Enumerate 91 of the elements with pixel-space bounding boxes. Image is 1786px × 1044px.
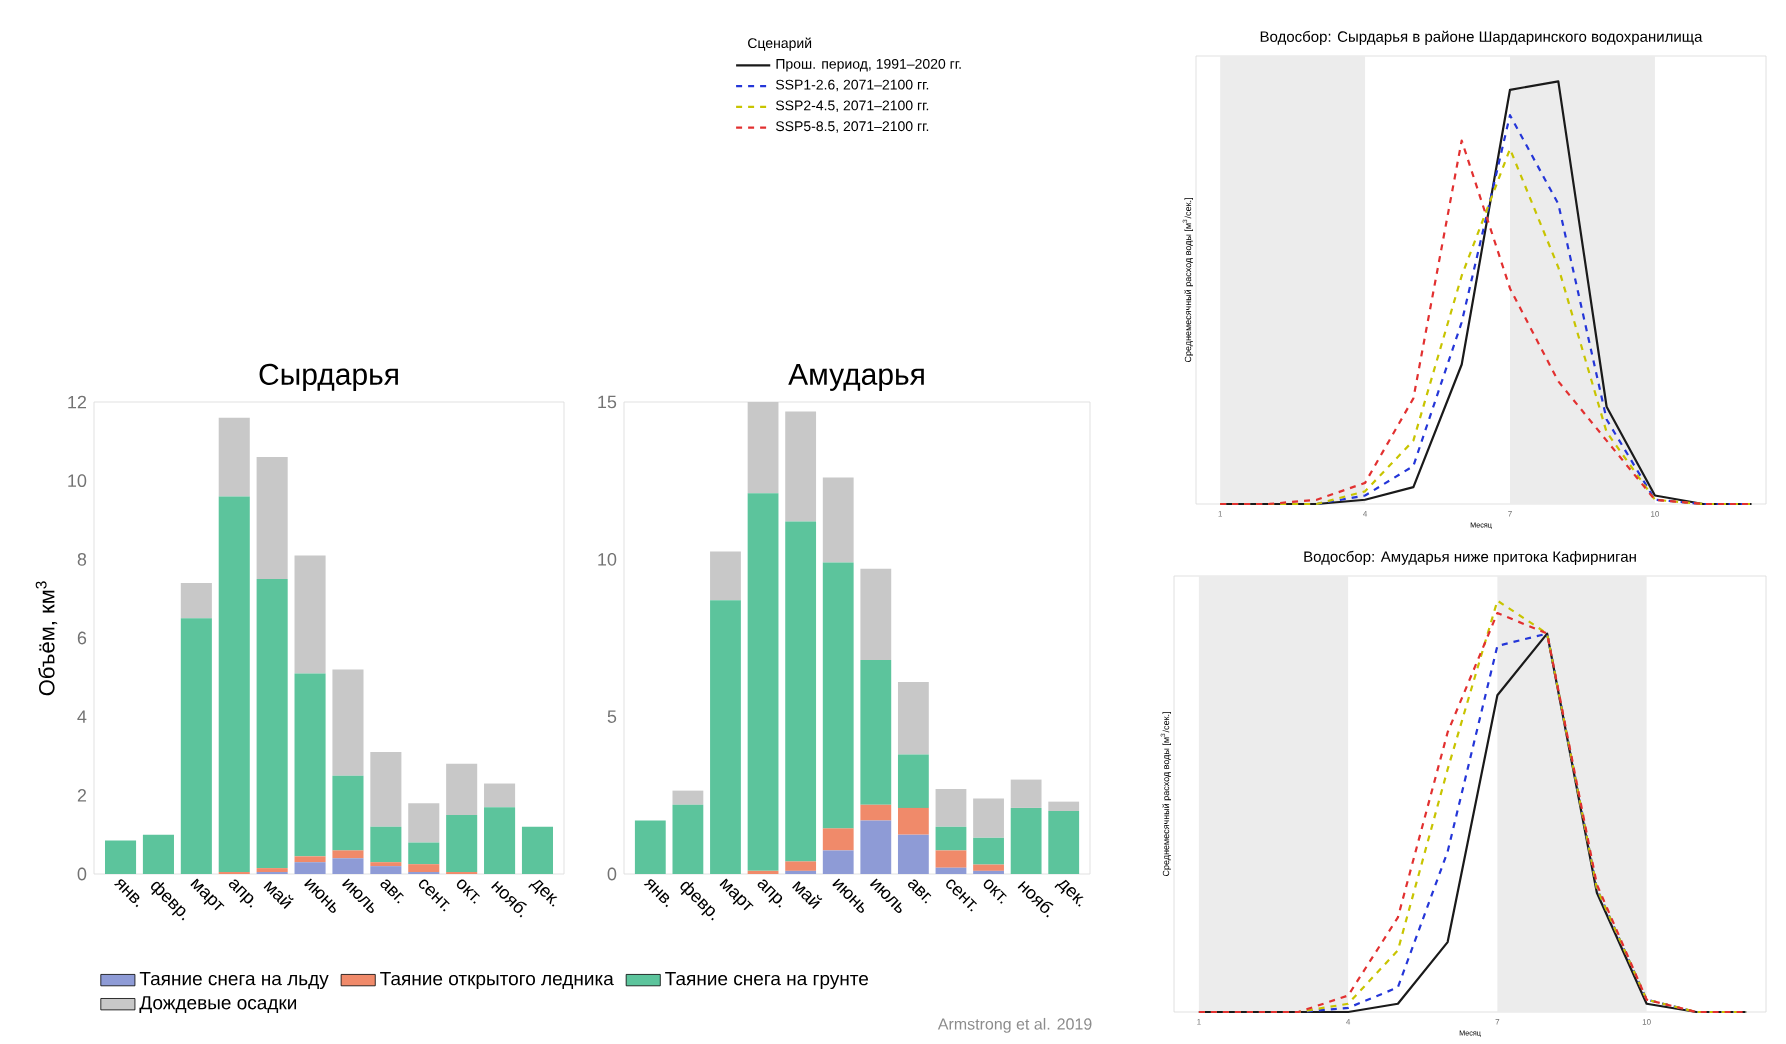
bar: [1010, 807, 1042, 874]
bar: [973, 837, 1004, 865]
y-tick-label: 10: [68, 474, 87, 488]
bar: [256, 579, 288, 869]
bar: [294, 862, 326, 874]
bar: [1010, 779, 1042, 808]
bar: [180, 618, 212, 874]
bar: [408, 803, 440, 843]
y-tick-label: 4: [77, 710, 87, 723]
y-tick-label: 0: [607, 867, 617, 881]
chart-title: Сырдарья: [259, 363, 398, 391]
bar: [294, 673, 326, 857]
bar: [822, 562, 854, 829]
legend-label: Таяние снега на грунте: [665, 972, 869, 990]
bar: [935, 826, 967, 851]
bar: [332, 669, 364, 776]
bar: [484, 807, 516, 874]
x-tick-label: янв.: [643, 879, 670, 908]
y-tick-label: 10: [598, 552, 617, 566]
bar: [521, 826, 554, 874]
bar: [142, 834, 174, 874]
bar: [860, 820, 892, 874]
legend-label: Таяние открытого ледника: [380, 972, 614, 990]
bar: [408, 842, 440, 865]
bar: [860, 660, 892, 805]
bar: [785, 521, 817, 862]
legend-label: Таяние снега на льду: [139, 972, 329, 990]
y-tick-label: 15: [598, 395, 617, 409]
bar: [294, 856, 326, 863]
y-tick-label: 6: [77, 631, 87, 645]
bar: [446, 815, 478, 873]
bar: [897, 754, 929, 808]
bar: [370, 752, 402, 827]
bar: [332, 850, 364, 859]
bar: [822, 477, 854, 563]
bar: [860, 568, 892, 661]
bar: [484, 783, 516, 808]
x-tick-label: май: [263, 881, 294, 909]
bar: [218, 417, 250, 497]
x-tick-label: окт.: [456, 879, 480, 904]
bar: [256, 457, 288, 579]
bar: [1048, 801, 1080, 812]
bar: [785, 861, 817, 871]
y-tick-label: 5: [607, 710, 617, 723]
y-tick-label: 2: [77, 789, 87, 802]
x-tick-label: авг.: [380, 879, 404, 904]
legend-label: Дождевые осадки: [139, 996, 297, 1014]
bar: [710, 600, 741, 874]
bar: [897, 834, 929, 874]
x-tick-label: окт.: [983, 879, 1007, 904]
y-tick-label: 0: [77, 867, 87, 881]
bar: [710, 551, 741, 601]
bar: [332, 775, 364, 851]
bar: [860, 804, 892, 821]
y-tick-label: 12: [68, 395, 87, 409]
x-tick-label: янв.: [113, 879, 140, 908]
x-tick-label: авг.: [907, 879, 932, 904]
bar: [672, 804, 704, 874]
bar: [218, 496, 250, 873]
bar: [370, 866, 402, 874]
text: Armstrong et al. 2019: [937, 1017, 1092, 1033]
y-axis-title: Объём, км$^{3}$: [35, 581, 58, 696]
x-tick-label: май: [792, 881, 823, 909]
bar: [973, 798, 1004, 838]
bar: [747, 401, 779, 494]
bar: [180, 582, 212, 619]
x-tick-label: апр.: [757, 879, 783, 908]
bar: [822, 828, 854, 851]
bar: [1048, 811, 1080, 874]
x-tick-label: дек.: [1054, 879, 1084, 907]
bar: [408, 864, 440, 873]
bar: [332, 858, 364, 874]
x-tick-label: апр.: [228, 879, 254, 908]
y-tick-label: 8: [77, 552, 87, 566]
bar: [973, 864, 1004, 871]
bar: [446, 763, 478, 815]
bar: [935, 850, 967, 868]
bar: [294, 555, 326, 674]
bar: [370, 826, 402, 863]
x-tick-label: дек.: [528, 879, 558, 907]
bar: [897, 807, 929, 835]
bar: [747, 493, 779, 871]
chart-title: Амударья: [788, 364, 924, 391]
bar: [672, 790, 704, 805]
bar: [105, 840, 137, 874]
bar: [822, 850, 854, 874]
bar: [785, 411, 817, 522]
bar: [935, 867, 967, 874]
bar: [935, 789, 967, 827]
bar: [897, 682, 929, 755]
bar: [634, 820, 666, 874]
